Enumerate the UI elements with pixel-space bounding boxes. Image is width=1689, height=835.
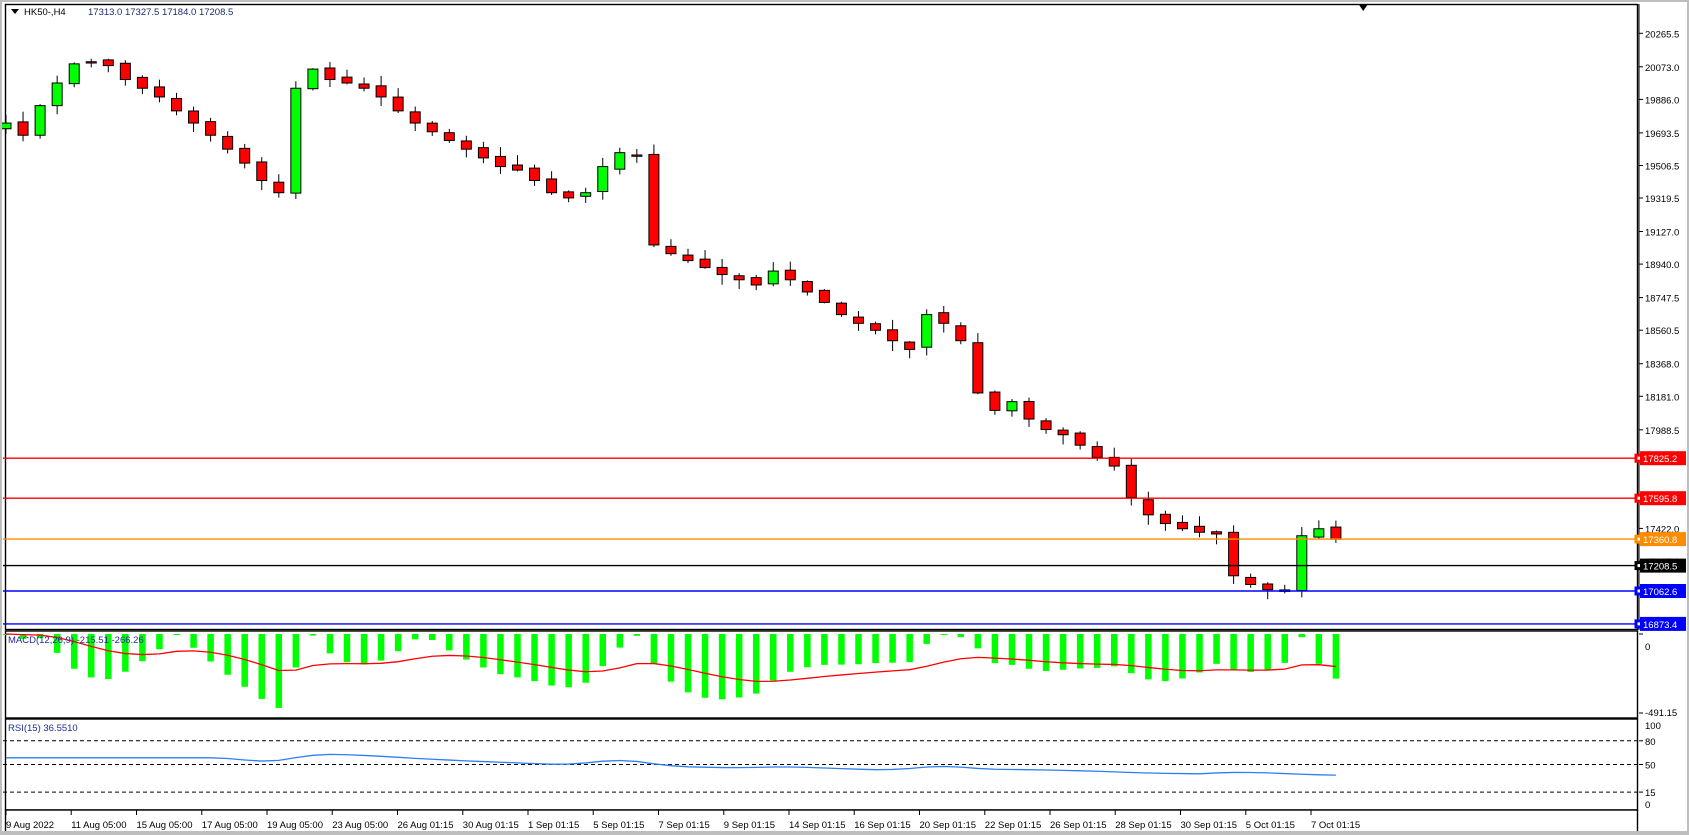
svg-text:19 Aug 05:00: 19 Aug 05:00 xyxy=(267,820,323,831)
svg-text:50: 50 xyxy=(1645,761,1656,772)
svg-text:17 Aug 05:00: 17 Aug 05:00 xyxy=(202,820,258,831)
svg-text:-491.15: -491.15 xyxy=(1645,708,1677,719)
svg-text:17595.8: 17595.8 xyxy=(1643,494,1677,505)
svg-text:20073.0: 20073.0 xyxy=(1645,63,1679,74)
svg-text:15 Aug 05:00: 15 Aug 05:00 xyxy=(137,820,193,831)
svg-text:17313.0 17327.5 17184.0 17208.: 17313.0 17327.5 17184.0 17208.5 xyxy=(88,7,233,18)
svg-text:MACD(12,26,9) -215.51 -266.26: MACD(12,26,9) -215.51 -266.26 xyxy=(8,635,144,646)
svg-text:5 Sep 01:15: 5 Sep 01:15 xyxy=(593,820,644,831)
svg-text:18368.0: 18368.0 xyxy=(1645,360,1679,371)
svg-text:17208.5: 17208.5 xyxy=(1643,562,1677,573)
svg-text:18181.0: 18181.0 xyxy=(1645,392,1679,403)
svg-text:20265.5: 20265.5 xyxy=(1645,29,1679,40)
svg-text:15: 15 xyxy=(1645,788,1656,799)
svg-text:16873.4: 16873.4 xyxy=(1643,620,1677,631)
svg-text:16 Sep 01:15: 16 Sep 01:15 xyxy=(854,820,911,831)
svg-text:19693.5: 19693.5 xyxy=(1645,129,1679,140)
svg-text:RSI(15) 36.5510: RSI(15) 36.5510 xyxy=(8,723,78,734)
svg-text:1 Sep 01:15: 1 Sep 01:15 xyxy=(528,820,579,831)
svg-text:20 Sep 01:15: 20 Sep 01:15 xyxy=(920,820,977,831)
svg-text:14 Sep 01:15: 14 Sep 01:15 xyxy=(789,820,846,831)
svg-text:80: 80 xyxy=(1645,737,1656,748)
svg-text:26 Sep 01:15: 26 Sep 01:15 xyxy=(1050,820,1107,831)
svg-text:17825.2: 17825.2 xyxy=(1643,454,1677,465)
svg-text:19506.5: 19506.5 xyxy=(1645,162,1679,173)
svg-text:11 Aug 05:00: 11 Aug 05:00 xyxy=(71,820,126,831)
svg-text:HK50-,H4: HK50-,H4 xyxy=(24,7,66,18)
svg-text:19886.0: 19886.0 xyxy=(1645,95,1679,106)
svg-text:19319.5: 19319.5 xyxy=(1645,194,1679,205)
svg-text:30 Aug 01:15: 30 Aug 01:15 xyxy=(463,820,519,831)
svg-text:30 Sep 01:15: 30 Sep 01:15 xyxy=(1181,820,1238,831)
svg-text:7 Sep 01:15: 7 Sep 01:15 xyxy=(659,820,710,831)
svg-text:17360.8: 17360.8 xyxy=(1643,535,1677,546)
svg-text:9 Sep 01:15: 9 Sep 01:15 xyxy=(724,820,775,831)
svg-text:26 Aug 01:15: 26 Aug 01:15 xyxy=(398,820,454,831)
svg-text:28 Sep 01:15: 28 Sep 01:15 xyxy=(1115,820,1172,831)
svg-text:19127.0: 19127.0 xyxy=(1645,228,1679,239)
svg-text:17062.6: 17062.6 xyxy=(1643,587,1677,598)
svg-text:17988.5: 17988.5 xyxy=(1645,426,1679,437)
svg-text:18940.0: 18940.0 xyxy=(1645,260,1679,271)
svg-text:100: 100 xyxy=(1645,721,1661,732)
svg-text:5 Oct 01:15: 5 Oct 01:15 xyxy=(1246,820,1295,831)
svg-text:18747.5: 18747.5 xyxy=(1645,294,1679,305)
svg-text:18560.5: 18560.5 xyxy=(1645,326,1679,337)
svg-text:22 Sep 01:15: 22 Sep 01:15 xyxy=(985,820,1042,831)
svg-text:9 Aug 2022: 9 Aug 2022 xyxy=(6,820,54,831)
svg-text:0: 0 xyxy=(1645,642,1650,653)
svg-text:0: 0 xyxy=(1645,800,1650,811)
svg-text:7 Oct 01:15: 7 Oct 01:15 xyxy=(1311,820,1360,831)
svg-text:23 Aug 05:00: 23 Aug 05:00 xyxy=(332,820,388,831)
